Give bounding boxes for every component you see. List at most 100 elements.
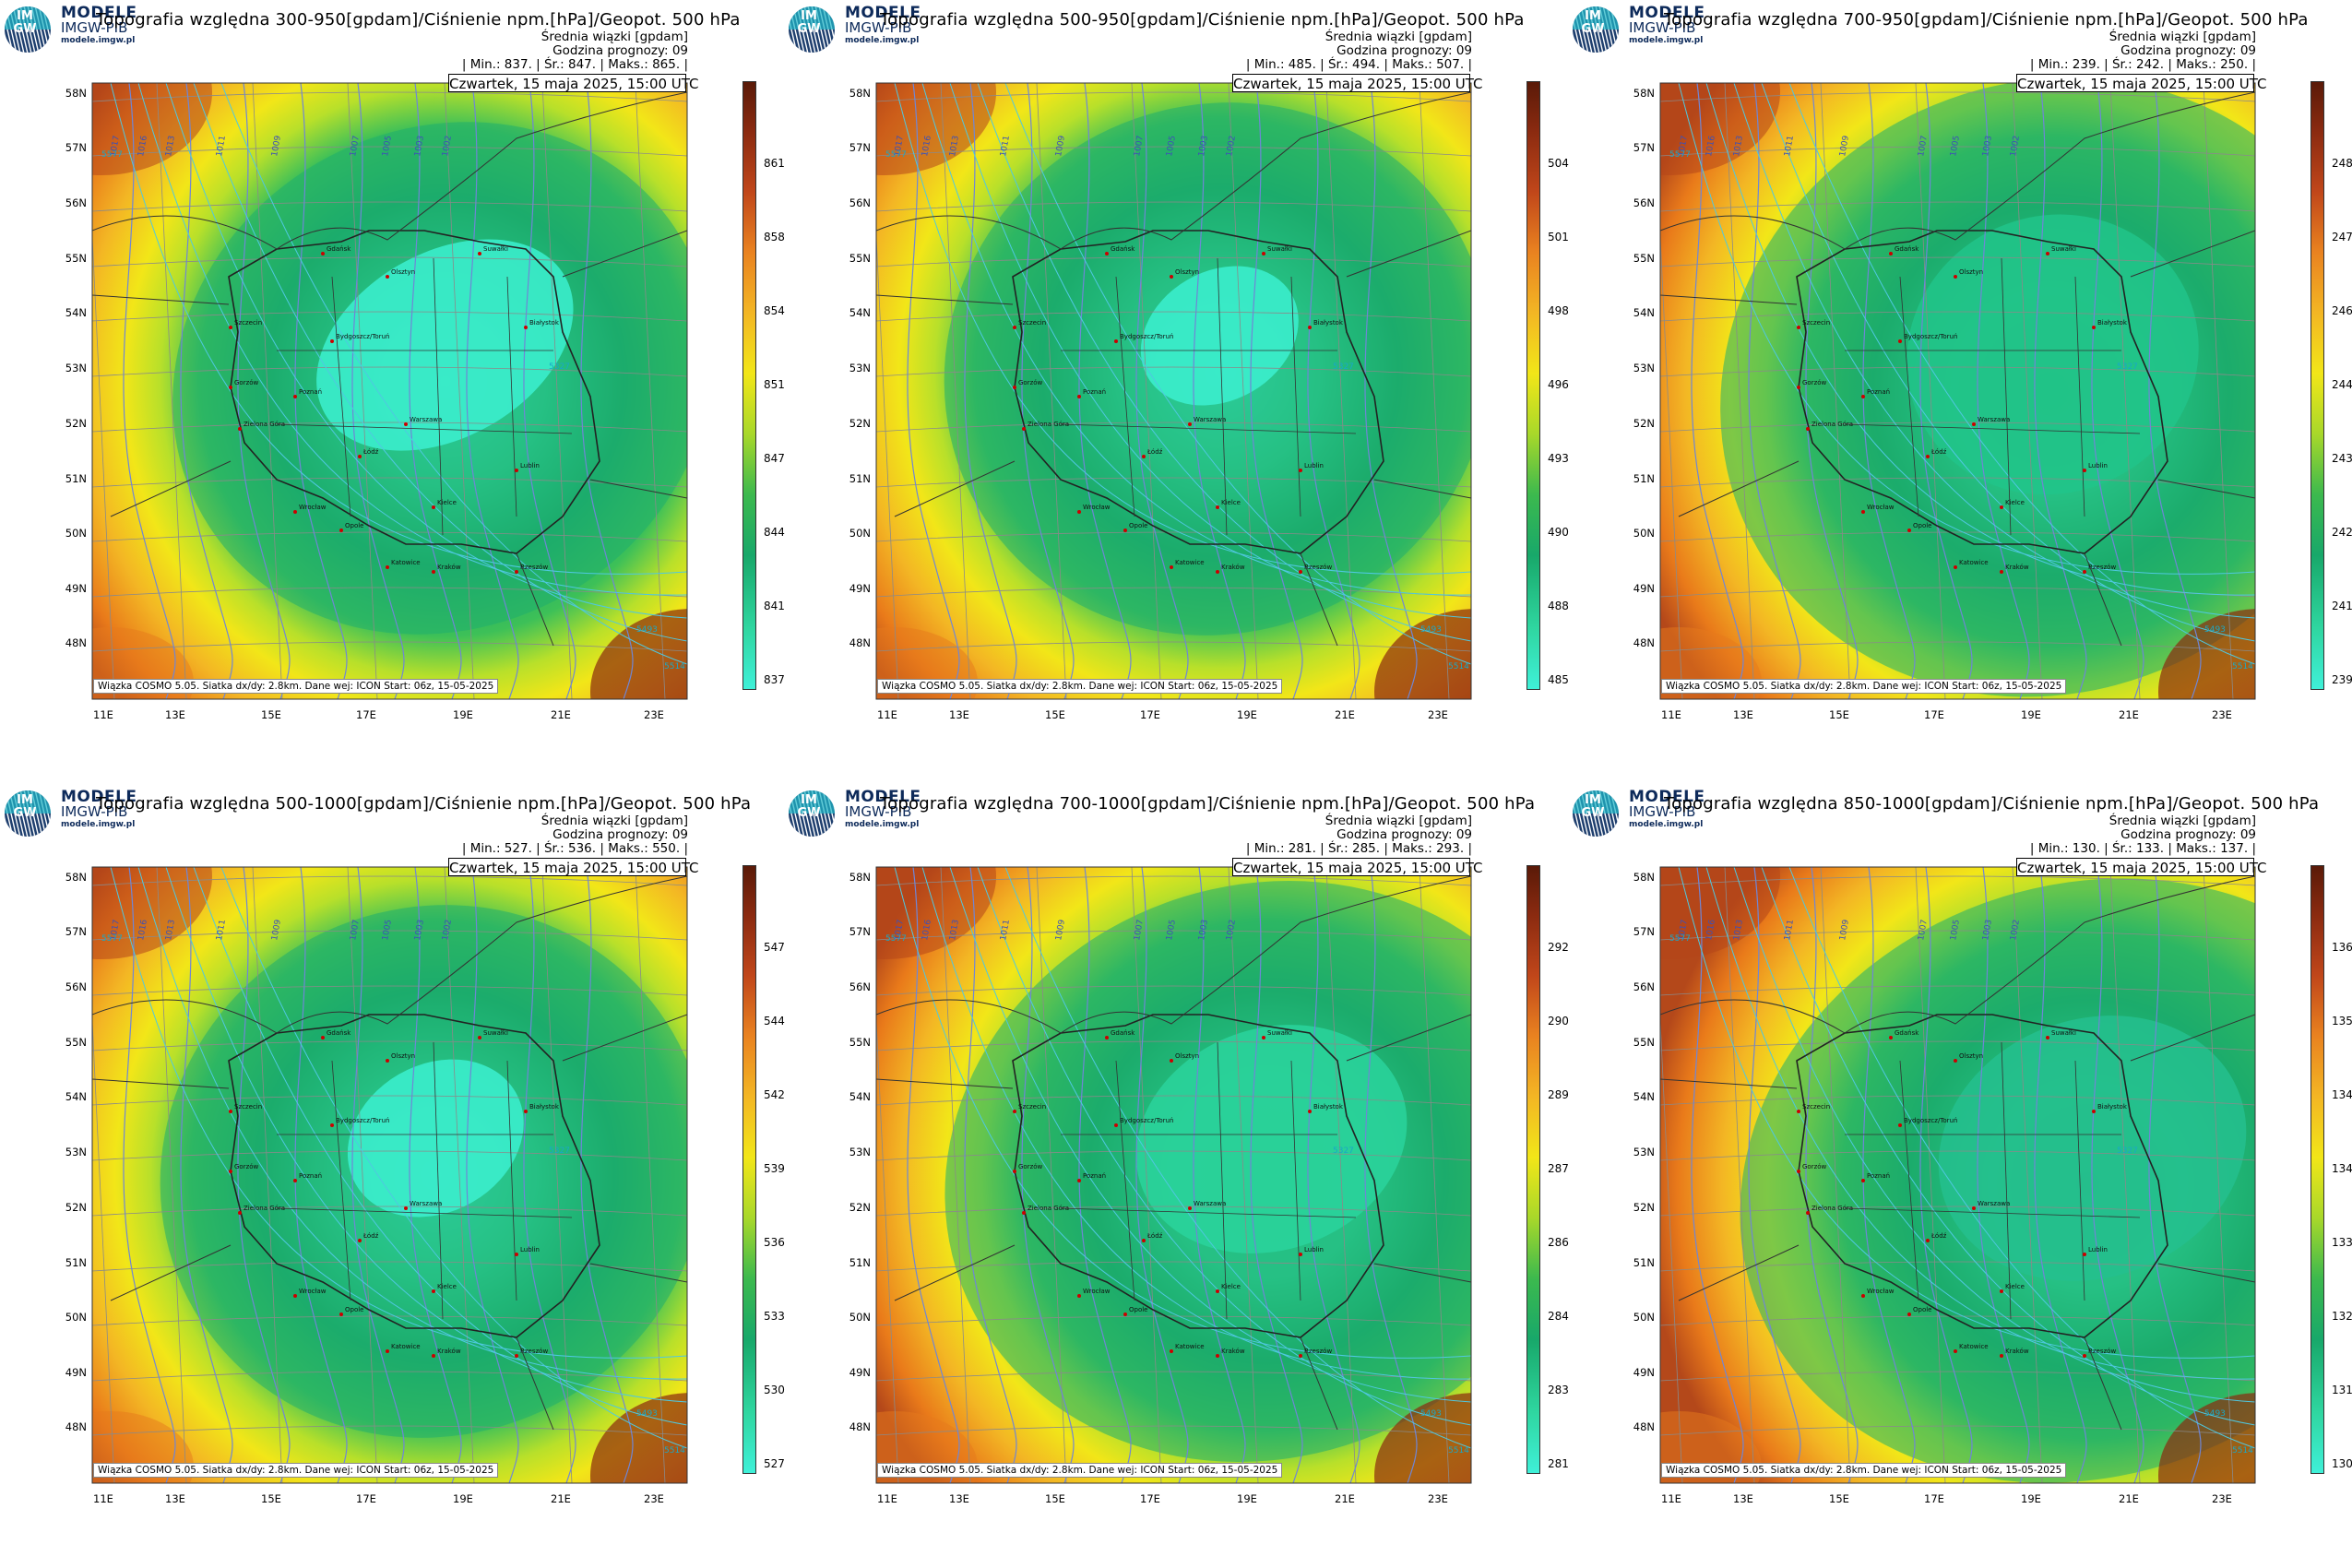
city-label: Zielona Góra <box>1028 1205 1069 1212</box>
city-marker <box>1861 395 1865 398</box>
isobar-label: 1007 <box>1133 919 1146 941</box>
brand-org: IMGW-PIB <box>61 19 128 36</box>
brand-url[interactable]: modele.imgw.pl <box>845 36 920 45</box>
colorbar-tick: 490 <box>1548 526 1569 539</box>
city-label: Gorzów <box>234 379 259 386</box>
forecast-hour: Godzina prognozy: 09 <box>1336 43 1472 58</box>
isobar-label: 1009 <box>270 135 283 158</box>
model-footer: Wiązka COSMO 5.05. Siatka dx/dy: 2.8km. … <box>1661 1463 2067 1478</box>
city-marker <box>2000 1354 2003 1358</box>
city-label: Poznań <box>299 1172 322 1180</box>
colorbar-tick: 539 <box>764 1162 785 1175</box>
brand-url[interactable]: modele.imgw.pl <box>845 820 920 829</box>
map-frame <box>1659 866 2256 1484</box>
city-marker <box>1889 1036 1893 1039</box>
brand-url[interactable]: modele.imgw.pl <box>61 820 136 829</box>
region-border <box>506 276 517 517</box>
city-label: Warszawa <box>410 1200 442 1207</box>
geopotential-label: 5577 <box>1669 150 1691 160</box>
city-label: Warszawa <box>1194 1200 1226 1207</box>
isobar-label: 1005 <box>1165 135 1178 157</box>
longitude-label: 13E <box>165 708 185 721</box>
latitude-label: 48N <box>1633 636 1655 649</box>
city-label: Kraków <box>2005 1348 2029 1355</box>
latitude-label: 57N <box>65 141 87 154</box>
latitude-label: 49N <box>1633 582 1655 595</box>
isobar-line <box>351 867 405 1483</box>
isobar-line <box>1919 83 1973 699</box>
city-marker <box>515 1354 518 1358</box>
neighbour-border <box>876 1014 1471 1431</box>
parallel-line <box>876 641 1471 652</box>
isobar-line <box>1307 83 1360 699</box>
forecast-map: Gdańsk Olsztyn Suwałki Szczecin Bydgoszcz/To… <box>1659 866 2256 1484</box>
city-marker <box>1954 275 1957 279</box>
city-label: Gorzów <box>1018 1163 1043 1170</box>
parallel-line <box>92 1095 687 1106</box>
parallel-line <box>92 1150 687 1161</box>
city-marker <box>524 326 528 329</box>
longitude-label: 19E <box>453 1492 473 1505</box>
city-marker <box>1972 422 1976 426</box>
minimum-core <box>1907 214 2199 495</box>
brand-url[interactable]: modele.imgw.pl <box>1629 820 1704 829</box>
geopotential-line <box>1678 867 2255 1359</box>
parallel-line <box>92 366 687 377</box>
city-label: Katowice <box>1175 1343 1205 1350</box>
logo-letters: IM GW <box>13 9 37 36</box>
longitude-label: 11E <box>1661 708 1681 721</box>
colorbar-tick: 858 <box>764 231 785 244</box>
geopotential-line <box>1004 867 1471 1449</box>
brand-url[interactable]: modele.imgw.pl <box>61 36 136 45</box>
colorbar-tick: 247 <box>2332 231 2352 244</box>
city-label: Wrocław <box>299 1288 327 1295</box>
city-label: Zielona Góra <box>1028 421 1069 428</box>
latitude-label: 57N <box>1633 141 1655 154</box>
parallel-line <box>876 1150 1471 1161</box>
neighbour-border <box>92 230 687 647</box>
isobar-line <box>1862 83 1916 699</box>
isobar-label: 1011 <box>1783 135 1796 157</box>
parallel-line <box>876 91 1471 102</box>
longitude-label: 13E <box>165 1492 185 1505</box>
city-marker <box>1262 1036 1265 1039</box>
isobar-label: 1016 <box>921 919 933 942</box>
geopotential-label: 5577 <box>1669 934 1691 944</box>
parallel-line <box>92 201 687 212</box>
colorbar-tick: 135 <box>2332 1015 2352 1028</box>
city-label: Olsztyn <box>1959 268 1983 276</box>
isobar-line <box>409 867 462 1483</box>
colorbar-tick: 847 <box>764 452 785 465</box>
longitude-label: 13E <box>949 708 969 721</box>
city-label: Kraków <box>1221 564 1245 571</box>
isobar-label: 1017 <box>1677 135 1690 157</box>
colorbar-tick: 841 <box>764 600 785 612</box>
latitude-label: 54N <box>1633 306 1655 319</box>
city-label: Gdańsk <box>327 245 351 253</box>
colorbar-tick: 134 <box>2332 1162 2352 1175</box>
isobar-label: 1017 <box>109 919 122 941</box>
warm-area-se <box>2158 1393 2255 1483</box>
parallel-line <box>92 875 687 886</box>
city-marker <box>358 1239 362 1242</box>
imgw-logo-icon <box>1572 6 1620 53</box>
city-label: Bydgoszcz/Toruń <box>1904 333 1957 340</box>
longitude-label: 23E <box>1428 708 1448 721</box>
city-marker <box>1216 1354 1219 1358</box>
parallel-line <box>92 587 687 598</box>
city-label: Gorzów <box>1802 379 1827 386</box>
brand-url[interactable]: modele.imgw.pl <box>1629 36 1704 45</box>
isobar-line <box>1919 867 1973 1483</box>
city-marker <box>229 1170 232 1173</box>
meridian-line <box>1419 867 1450 1483</box>
isobar-line <box>1805 83 1859 699</box>
map-panel: Gdańsk Olsztyn Suwałki Szczecin Bydgoszcz/To… <box>0 784 785 1568</box>
longitude-label: 17E <box>1140 708 1160 721</box>
colorbar-tick: 239 <box>2332 673 2352 686</box>
city-label: Kielce <box>437 499 457 506</box>
brand-name: MODELE <box>61 4 137 22</box>
latitude-label: 55N <box>849 1036 871 1049</box>
meridian-line <box>2012 83 2043 699</box>
isobar-line <box>523 83 576 699</box>
city-marker <box>1216 505 1219 509</box>
